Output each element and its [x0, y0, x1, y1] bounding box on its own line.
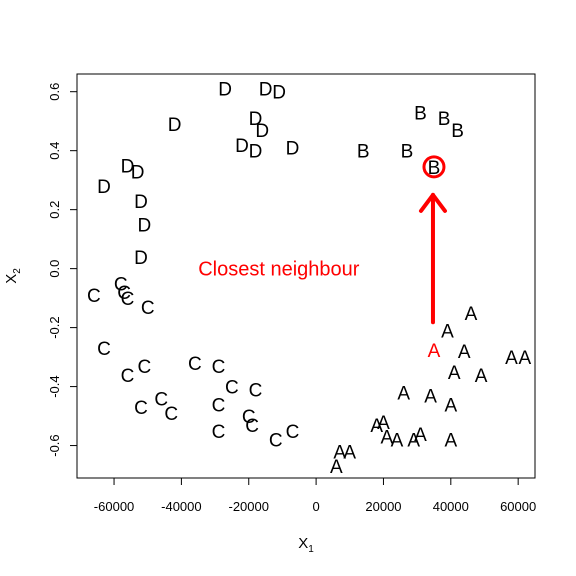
y-tick-label: 0.6	[47, 83, 62, 101]
point-d: D	[235, 136, 249, 157]
point-c: C	[117, 283, 131, 304]
point-d: D	[259, 80, 273, 101]
point-c: C	[225, 378, 239, 399]
point-b: B	[414, 103, 427, 124]
x-tick-label: 20000	[365, 499, 401, 514]
y-axis: -0.6 -0.4 -0.2 0.0 0.2 0.4 0.6	[47, 83, 78, 457]
point-a: A	[465, 304, 478, 325]
point-c: C	[269, 431, 283, 452]
point-a: A	[505, 348, 518, 369]
point-b: B	[357, 142, 370, 163]
point-c: C	[137, 357, 151, 378]
point-d: D	[131, 162, 145, 183]
point-c: C	[286, 422, 300, 443]
point-d: D	[134, 248, 148, 269]
point-a: A	[397, 383, 410, 404]
point-c: C	[134, 398, 148, 419]
y-tick-label: -0.6	[47, 434, 62, 456]
point-c: C	[154, 389, 168, 410]
point-a: A	[377, 413, 390, 434]
y-tick-label: 0.4	[47, 142, 62, 160]
point-d: D	[272, 83, 286, 104]
point-c: C	[212, 357, 226, 378]
point-c: C	[245, 416, 259, 437]
x-tick-label: -60000	[94, 499, 134, 514]
point-a: A	[519, 348, 532, 369]
x-axis: -60000 -40000 -20000 0 20000 40000 60000	[94, 477, 536, 514]
point-d: D	[121, 156, 135, 177]
y-tick-label: -0.2	[47, 316, 62, 338]
x-tick-label: 40000	[433, 499, 469, 514]
point-a: A	[444, 431, 457, 452]
point-a: A	[343, 442, 356, 463]
point-b: B	[401, 142, 414, 163]
point-a: A	[391, 431, 404, 452]
point-c: C	[121, 366, 135, 387]
point-a: A	[380, 428, 393, 449]
point-a: A	[330, 457, 343, 478]
arrow-head	[418, 192, 447, 213]
point-a: A	[441, 322, 454, 343]
point-c: C	[188, 354, 202, 375]
point-a: A	[370, 416, 383, 437]
x-tick-label: 60000	[500, 499, 536, 514]
point-c: C	[97, 339, 111, 360]
point-d: D	[286, 139, 300, 160]
point-d: D	[137, 215, 151, 236]
point-a: A	[333, 442, 346, 463]
neighbour-circle	[422, 155, 446, 179]
x-axis-title: X1	[298, 535, 314, 555]
y-tick-label: 0.0	[47, 260, 62, 278]
point-a: A	[458, 342, 471, 363]
point-b: B	[451, 121, 464, 142]
point-d: D	[249, 109, 263, 130]
closest-neighbour-label: Closest neighbour	[198, 259, 360, 281]
point-c: C	[242, 407, 256, 428]
point-c: C	[212, 422, 226, 443]
point-c: C	[212, 395, 226, 416]
point-c: C	[249, 381, 263, 402]
point-c: C	[114, 274, 128, 295]
point-c: C	[87, 286, 101, 307]
query-point: A	[428, 341, 441, 362]
point-d: D	[255, 121, 269, 142]
y-tick-label: -0.4	[47, 375, 62, 397]
x-tick-label: 0	[312, 499, 319, 514]
highlight-layer: A B Closest neighbour	[198, 155, 447, 362]
neighbour-point: B	[428, 158, 441, 179]
point-a: A	[444, 395, 457, 416]
y-tick-label: 0.2	[47, 201, 62, 219]
point-a: A	[424, 386, 437, 407]
point-d: D	[218, 80, 232, 101]
point-d: D	[97, 177, 111, 198]
x-tick-label: -20000	[229, 499, 269, 514]
point-a: A	[448, 363, 461, 384]
point-d: D	[249, 142, 263, 163]
point-c: C	[121, 289, 135, 310]
y-axis-title: X2	[3, 268, 23, 284]
point-b: B	[438, 109, 451, 130]
point-c: C	[164, 404, 178, 425]
point-c: C	[141, 298, 155, 319]
point-a: A	[475, 366, 488, 387]
point-d: D	[168, 115, 182, 136]
point-a: A	[407, 431, 420, 452]
point-a: A	[414, 425, 427, 446]
x-tick-label: -40000	[161, 499, 201, 514]
point-d: D	[134, 192, 148, 213]
